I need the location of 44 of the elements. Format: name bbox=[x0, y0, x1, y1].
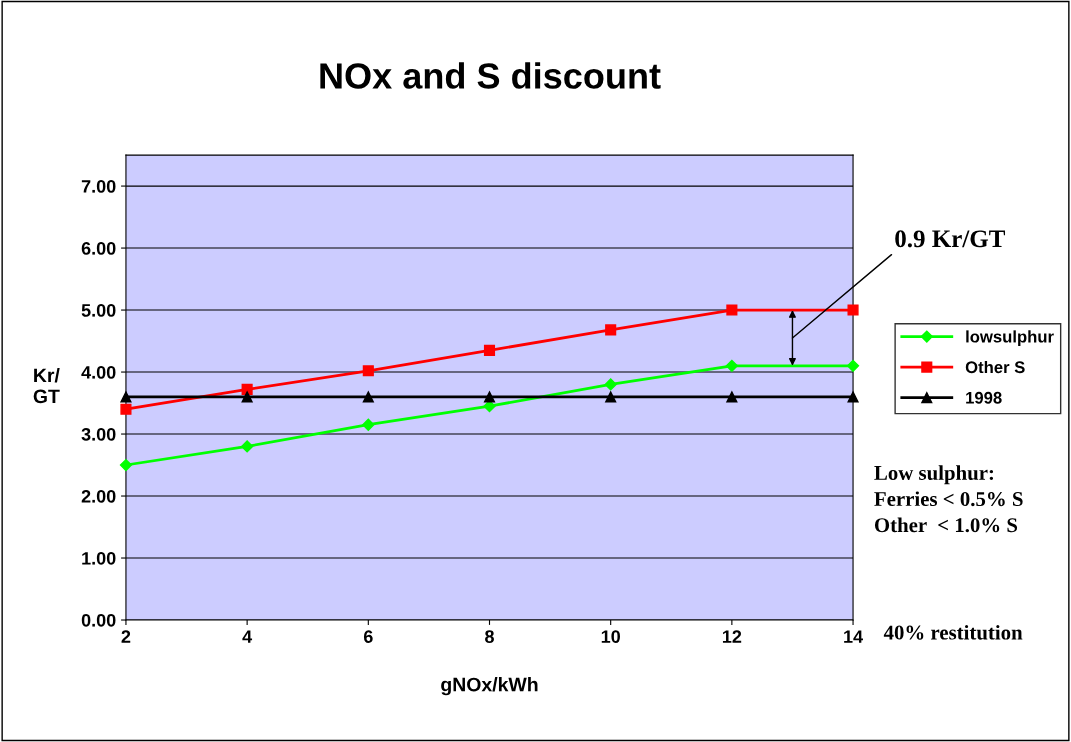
x-tick-label: 8 bbox=[485, 630, 494, 643]
y-tick-label: 3.00 bbox=[81, 427, 116, 441]
y-axis-title: Kr/ GT bbox=[33, 368, 60, 404]
x-tick-label: 12 bbox=[722, 630, 742, 643]
y-tick-label: 7.00 bbox=[81, 180, 116, 193]
x-tick-label: 6 bbox=[363, 630, 373, 643]
point bbox=[604, 378, 617, 391]
point bbox=[847, 391, 859, 403]
point bbox=[120, 403, 132, 415]
point bbox=[846, 359, 860, 372]
point bbox=[241, 383, 253, 395]
y-tick-label: 6.00 bbox=[81, 242, 116, 255]
point bbox=[605, 391, 617, 403]
point bbox=[725, 359, 738, 372]
legend-label: Other S bbox=[965, 360, 1025, 374]
text: 0.9 Kr/GT bbox=[895, 230, 1006, 248]
x-tick-label: 2 bbox=[121, 630, 131, 643]
x-tick-label: 10 bbox=[601, 630, 620, 643]
y-tick-label: 4.00 bbox=[81, 365, 116, 379]
point bbox=[847, 304, 859, 316]
point bbox=[362, 418, 375, 431]
x-axis-title: gNOx/kWh bbox=[441, 677, 538, 696]
point bbox=[120, 391, 132, 403]
point bbox=[726, 304, 738, 316]
x-tick-label: 4 bbox=[242, 630, 253, 643]
legend-label: 1998 bbox=[966, 391, 1002, 404]
point bbox=[726, 391, 738, 403]
point bbox=[605, 324, 617, 336]
y-tick-label: 5.00 bbox=[81, 303, 116, 317]
legend-label: lowsulphur bbox=[966, 330, 1054, 346]
point bbox=[241, 440, 254, 453]
point bbox=[119, 458, 133, 472]
text: Low sulphur: Ferries < 0.5% S Other < 1.0% S bbox=[874, 465, 1023, 533]
y-tick-label: 0.00 bbox=[81, 613, 116, 627]
y-tick-label: 1.00 bbox=[82, 551, 116, 565]
point bbox=[483, 344, 496, 356]
point bbox=[241, 391, 253, 403]
text: 40% restitution bbox=[883, 624, 1023, 640]
point bbox=[362, 365, 374, 377]
x-tick-label: 14 bbox=[844, 630, 863, 643]
point bbox=[483, 391, 496, 403]
chart-title: NOx and S discount bbox=[320, 62, 661, 89]
y-tick-label: 2.00 bbox=[81, 489, 116, 503]
point bbox=[362, 391, 374, 403]
